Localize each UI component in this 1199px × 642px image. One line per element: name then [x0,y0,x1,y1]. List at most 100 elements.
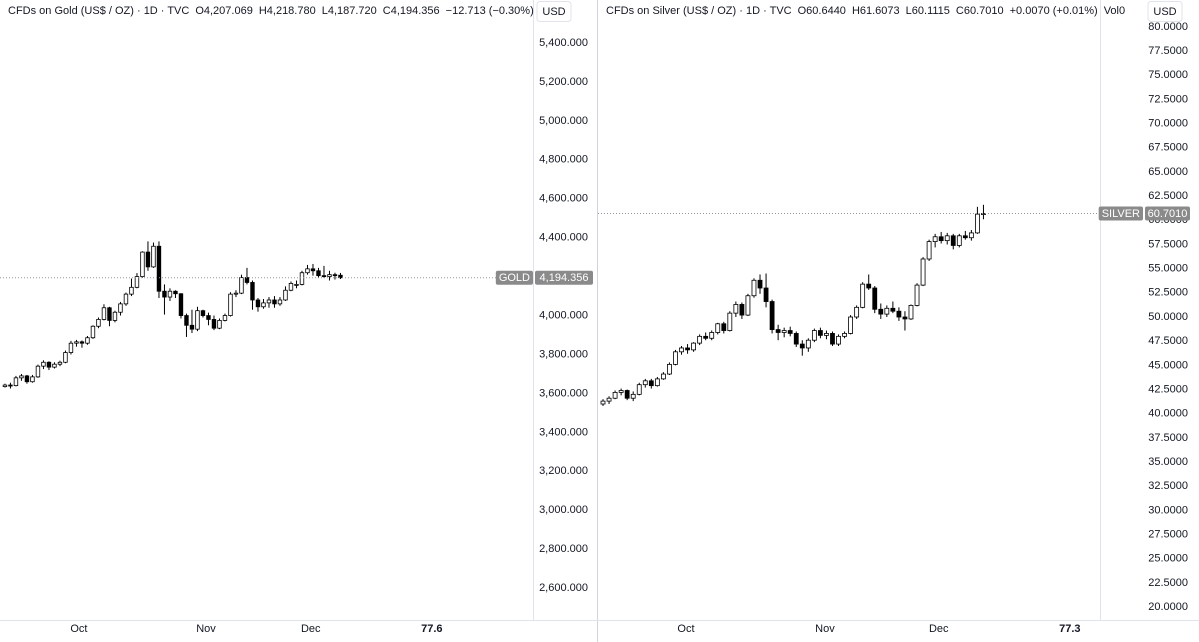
candle-body-up [52,363,57,368]
candle-body-down [962,235,968,239]
y-tick-label: 35.0000 [1148,456,1188,468]
last-price-tag-box [535,270,593,285]
candle-body-down [162,290,167,298]
candle-body-up [709,332,715,339]
ohlc-value: C60.7010 [956,5,1004,17]
candle-body-up [854,306,860,318]
candle-body-down [24,375,30,383]
candle-body-up [836,335,841,345]
candle-body-up [222,315,228,321]
currency-label[interactable]: USD [542,6,565,18]
candle-body-down [775,329,781,333]
y-tick-label: 47.5000 [1148,335,1188,347]
candle-body-down [866,283,872,289]
y-tick-label: 4,800.000 [539,154,588,166]
candle-body-up [140,251,145,278]
candle-body-down [316,270,321,277]
y-tick-label: 75.0000 [1148,69,1188,81]
candle-body-down [145,251,151,268]
y-tick-label: 3,800.000 [539,348,588,360]
candle-body-down [818,330,823,336]
y-tick-label: 55.0000 [1148,263,1188,275]
y-tick-label: 3,200.000 [539,465,588,477]
symbol-legend: CFDs on Silver (US$ / OZ) · 1D · TVC O60.… [606,5,1125,17]
candle-body-up [715,323,721,333]
y-tick-label: 4,600.000 [539,193,588,205]
candle-body-down [793,333,799,345]
candle-body-up [283,289,288,301]
candle-body-up [228,293,233,316]
last-price-tag: 4,194.356 [540,272,589,284]
candle-body-up [41,361,46,367]
candle-body-up [123,293,129,305]
candle-body-down [255,299,261,308]
ohlc-value: +0.0070 (+0.01%) [1010,5,1098,17]
candle-body-down [332,274,338,277]
candle-body-up [618,390,624,393]
candle-body-up [294,284,299,286]
candle-body-up [914,284,920,306]
candle-body-up [811,330,817,341]
candle-body-up [85,337,90,344]
symbol-tag: SILVER [1102,208,1140,220]
candle-body-down [830,333,835,345]
y-tick-label: 22.5000 [1148,577,1188,589]
ohlc-value: H4,218.780 [259,5,316,17]
currency-label[interactable]: USD [1153,6,1176,18]
candle-body-up [679,347,684,353]
y-tick-label: 67.5000 [1148,142,1188,154]
candle-body-up [642,380,648,386]
candle-body-down [685,347,690,351]
y-tick-label: 50.0000 [1148,311,1188,323]
candle-body-up [920,258,926,286]
y-tick-label: 57.5000 [1148,238,1188,250]
candle-body-down [8,384,13,387]
candle-body-up [751,279,757,297]
candle-body-up [733,304,739,314]
candle-body-down [173,290,178,295]
candle-body-up [944,235,950,242]
candle-body-up [968,232,974,239]
y-tick-label: 3,000.000 [539,504,588,516]
candle-body-down [938,236,944,242]
y-tick-label: 20.0000 [1148,601,1188,613]
candle-body-down [763,287,769,302]
currency-box[interactable] [536,1,572,22]
candle-body-down [79,341,85,344]
chart-panel: CFDs on Silver (US$ / OZ) · 1D · TVC O60.… [598,1,1190,635]
candle-body-up [636,384,642,395]
symbol-tag: GOLD [499,272,530,284]
symbol-tag-box [495,270,533,285]
y-tick-label: 42.5000 [1148,383,1188,395]
candle-body-down [200,310,206,316]
candle-body-up [90,325,96,339]
symbol-title: CFDs on Gold (US$ / OZ) · 1D · TVC [8,5,189,17]
y-tick-label: 5,400.000 [539,37,588,49]
x-tick-label: Dec [301,623,321,635]
y-tick-label: 72.5000 [1148,93,1188,105]
candle-body-down [896,310,902,318]
y-tick-label: 3,400.000 [539,426,588,438]
y-tick-label: 32.5000 [1148,480,1188,492]
candle-body-up [691,342,696,351]
candle-body-up [2,384,8,387]
chart-panel: CFDs on Gold (US$ / OZ) · 1D · TVC O4,207… [0,1,593,635]
candle-body-up [13,377,19,387]
candle-body-up [884,307,890,315]
candle-body-down [872,287,878,310]
ohlc-value: H61.6073 [852,5,900,17]
candle-body-down [703,335,709,339]
x-tick-label: Dec [929,623,949,635]
candle-body-up [96,319,101,327]
currency-box[interactable] [1147,1,1183,22]
candle-body-up [19,375,24,379]
candle-body-up [327,274,332,278]
candle-body-down [757,279,763,289]
candle-body-up [195,310,200,330]
candle-body-up [261,302,266,308]
x-tick-label: Nov [196,623,216,635]
candle-body-down [321,275,327,278]
ohlc-value: Vol0 [1104,5,1125,17]
y-tick-label: 2,600.000 [539,582,588,594]
